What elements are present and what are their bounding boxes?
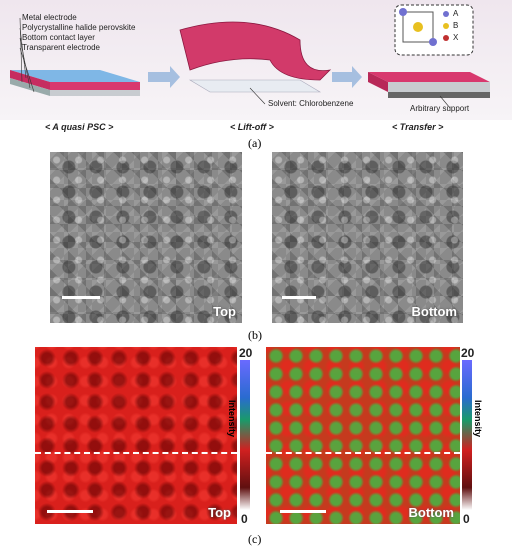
sem-image: Bottom bbox=[272, 152, 463, 323]
colorbar-min: 0 bbox=[463, 512, 470, 526]
stage-label: < A quasi PSC > bbox=[45, 122, 114, 132]
colorbar-title: Intensity bbox=[227, 400, 237, 438]
colorbar bbox=[240, 360, 250, 510]
image-label: Top bbox=[208, 505, 231, 520]
stage-label: < Transfer > bbox=[392, 122, 444, 132]
colorbar-max: 20 bbox=[239, 346, 253, 360]
crystal-legend: B bbox=[453, 21, 459, 30]
colorbar bbox=[462, 360, 472, 510]
scale-bar bbox=[280, 510, 326, 513]
stage-label: < Lift-off > bbox=[230, 122, 274, 132]
sem-image: Top bbox=[50, 152, 242, 323]
pl-map: Bottom bbox=[266, 347, 460, 524]
support-label: Arbitrary support bbox=[410, 104, 470, 113]
colorbar-max: 20 bbox=[461, 346, 475, 360]
caption: (b) bbox=[248, 328, 262, 342]
crystal-legend: A bbox=[453, 9, 459, 18]
caption: (a) bbox=[248, 136, 262, 150]
colorbar-min: 0 bbox=[241, 512, 248, 526]
scale-bar bbox=[282, 296, 316, 299]
scale-bar bbox=[62, 296, 100, 299]
crystal-legend: X bbox=[453, 33, 459, 42]
colorbar-title: Intensity bbox=[473, 400, 483, 438]
caption: (c) bbox=[248, 532, 262, 546]
layer-label: Polycrystalline halide perovskite bbox=[22, 23, 136, 32]
solvent-label: Solvent: Chlorobenzene bbox=[268, 99, 354, 108]
image-label: Top bbox=[213, 304, 236, 319]
panel-a-illustration bbox=[10, 4, 490, 109]
dashed-line bbox=[266, 452, 460, 454]
layer-label: Transparent electrode bbox=[22, 43, 100, 52]
scale-bar bbox=[47, 510, 93, 513]
layer-label: Metal electrode bbox=[22, 13, 77, 22]
image-label: Bottom bbox=[411, 304, 458, 319]
dashed-line bbox=[35, 452, 237, 454]
layer-label: Bottom contact layer bbox=[22, 33, 95, 42]
pl-map: Top bbox=[35, 347, 237, 524]
image-label: Bottom bbox=[408, 505, 455, 520]
